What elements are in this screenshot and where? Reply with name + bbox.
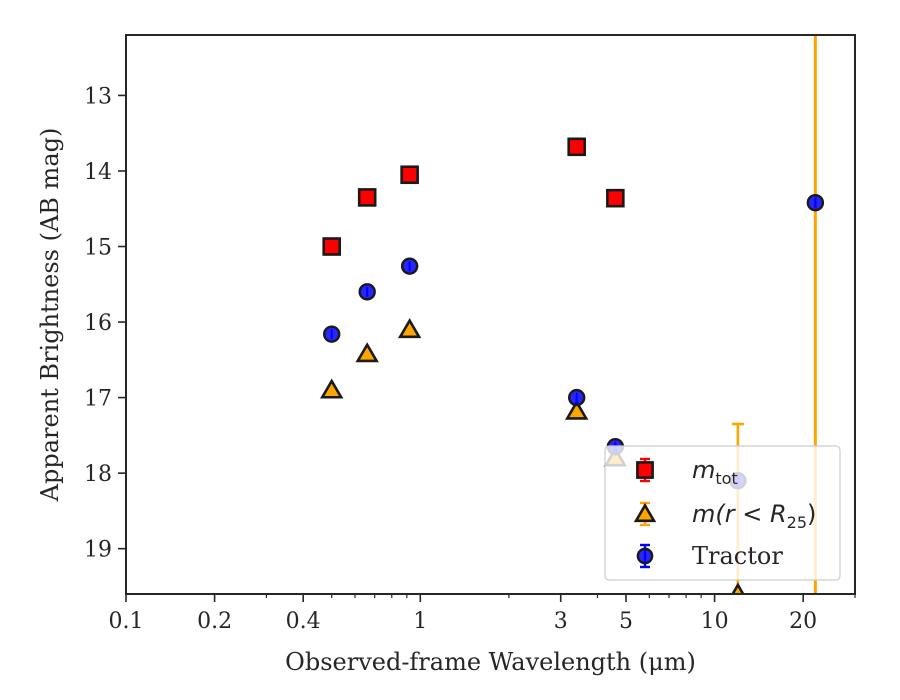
x-tick-label: 20 <box>789 609 817 634</box>
legend: mtot m(r < R25) Tractor <box>604 445 841 581</box>
data-point-triangle <box>355 342 379 363</box>
x-tick-label: 0.4 <box>286 609 321 634</box>
legend-box <box>604 445 841 581</box>
x-tick-label: 10 <box>701 609 729 634</box>
x-tick-label: 0.2 <box>197 609 232 634</box>
data-point-triangle <box>319 378 344 399</box>
series-square <box>322 137 625 256</box>
y-tick-label: 14 <box>84 160 112 185</box>
y-axis-label: Apparent Brightness (AB mag) <box>36 128 64 503</box>
legend-label: Tractor <box>692 542 783 570</box>
y-tick-label: 13 <box>84 84 112 109</box>
y-tick-label: 17 <box>84 387 112 412</box>
legend-label: m(r < R25) <box>692 500 816 532</box>
y-tick-label: 15 <box>84 236 112 261</box>
y-tick-label: 16 <box>84 311 112 336</box>
plot-frame <box>125 34 856 595</box>
y-ticks: 13 14 15 16 17 18 19 <box>84 84 126 563</box>
x-tick-label: 3 <box>554 609 568 634</box>
legend-label: mtot <box>692 456 738 488</box>
x-axis-label: Observed-frame Wavelength (μm) <box>285 648 696 676</box>
legend-marker-triangle <box>633 502 657 523</box>
data-point-square <box>400 165 419 185</box>
y-tick-label: 19 <box>84 538 112 563</box>
series-circle <box>323 193 825 490</box>
data-point-square <box>567 137 587 157</box>
data-point-square <box>606 188 625 208</box>
x-ticks: 0.1 0.2 0.4 1 3 5 10 20 <box>109 594 856 634</box>
data-point-square <box>357 188 377 207</box>
x-tick-label: 5 <box>619 609 633 634</box>
data-point-square <box>322 237 342 256</box>
data-point-triangle <box>397 318 422 339</box>
y-tick-label: 18 <box>84 462 112 487</box>
x-tick-label: 1 <box>413 609 427 634</box>
x-tick-label: 0.1 <box>109 609 144 634</box>
data-point-triangle <box>564 399 589 420</box>
legend-marker-square <box>636 461 654 479</box>
